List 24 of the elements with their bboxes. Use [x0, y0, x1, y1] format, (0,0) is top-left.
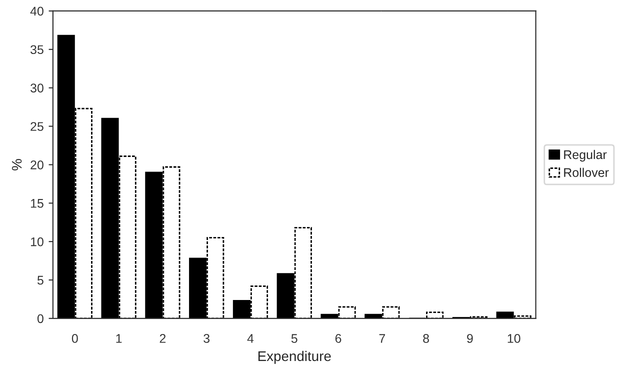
x-tick-label: 2: [160, 334, 166, 343]
y-tick-label: 0: [37, 314, 44, 324]
y-tick-label: 10: [30, 237, 44, 246]
x-tick-label: 9: [467, 334, 473, 343]
x-tick-label: 1: [116, 334, 122, 343]
legend-label: Rollover: [564, 168, 609, 178]
x-tick-label: 6: [335, 334, 342, 343]
y-tick-label: 25: [30, 122, 44, 131]
y-axis-title: %: [12, 159, 22, 170]
x-tick-label: 7: [379, 334, 385, 343]
x-tick-label: 0: [72, 334, 78, 343]
x-tick-label: 10: [508, 334, 520, 343]
y-tick-label: 5: [37, 276, 44, 285]
y-tick-label: 20: [30, 160, 44, 170]
y-tick-label: 15: [30, 199, 44, 208]
x-tick-label: 3: [204, 334, 210, 343]
x-tick-label: 8: [423, 334, 429, 343]
x-tick-label: 4: [247, 334, 254, 343]
y-tick-label: 30: [30, 84, 44, 92]
legend-label: Regular: [564, 150, 607, 162]
y-tick-label: 40: [30, 6, 44, 16]
x-axis-title: Expenditure: [258, 350, 331, 364]
x-tick-label: 5: [291, 334, 298, 343]
y-tick-label: 35: [30, 45, 44, 54]
